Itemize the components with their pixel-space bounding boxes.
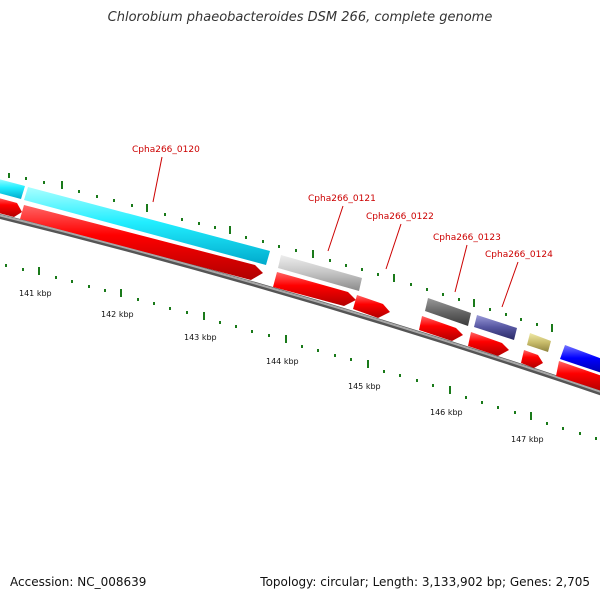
gene-label-cpha266-0121[interactable]: Cpha266_0121 [308, 194, 376, 204]
topology-label: Topology: [260, 575, 317, 589]
cds-arrow-track [0, 197, 600, 392]
cds-block[interactable] [474, 315, 517, 340]
forward-strand-track [0, 178, 600, 374]
scale-label: 147 kbp [511, 435, 544, 444]
scale-label: 145 kbp [348, 382, 381, 391]
cds-block[interactable] [278, 255, 362, 291]
cds-block[interactable] [24, 187, 270, 265]
lower-tick-ruler [5, 264, 597, 440]
scale-label: 146 kbp [430, 408, 463, 417]
gene-label-cpha266-0120[interactable]: Cpha266_0120 [132, 145, 200, 155]
gene-label-leaders [152, 156, 519, 308]
scale-label: 144 kbp [266, 357, 299, 366]
length-value: 3,133,902 bp [421, 575, 502, 589]
gene-label-cpha266-0123[interactable]: Cpha266_0123 [433, 233, 501, 243]
accession-label: Accession: [10, 575, 74, 589]
accession-value: NC_008639 [77, 575, 147, 589]
gene-labels: Cpha266_0120 Cpha266_0121 Cpha266_0122 C… [132, 145, 553, 260]
length-label: Length: [372, 575, 419, 589]
cds-arrow[interactable] [419, 316, 463, 341]
cds-block[interactable] [0, 178, 25, 199]
gene-label-cpha266-0122[interactable]: Cpha266_0122 [366, 212, 434, 222]
cds-block[interactable] [425, 298, 471, 326]
topology-value: circular [320, 575, 365, 589]
cds-arrow[interactable] [20, 205, 263, 280]
genes-value: 2,705 [555, 575, 590, 589]
cds-arrow[interactable] [0, 197, 22, 217]
map-title: Chlorobium phaeobacteroides DSM 266, com… [107, 10, 493, 25]
upper-tick-ruler [8, 173, 553, 332]
cds-arrow[interactable] [556, 361, 600, 392]
genome-summary: Topology: circular; Length: 3,133,902 bp… [260, 575, 590, 589]
cds-arrow[interactable] [273, 272, 356, 306]
scale-labels: 141 kbp 142 kbp 143 kbp 144 kbp 145 kbp … [19, 289, 544, 444]
cds-arrow[interactable] [468, 332, 509, 356]
scale-label: 142 kbp [101, 310, 134, 319]
cds-arrow[interactable] [353, 295, 390, 318]
scale-label: 143 kbp [184, 333, 217, 342]
cds-block[interactable] [560, 345, 600, 374]
scale-label: 141 kbp [19, 289, 52, 298]
cds-arrow[interactable] [521, 350, 543, 368]
gene-label-cpha266-0124[interactable]: Cpha266_0124 [485, 250, 553, 260]
accession-info: Accession: NC_008639 [10, 575, 146, 589]
genome-backbone [0, 213, 600, 396]
genes-label: Genes: [509, 575, 552, 589]
cds-block[interactable] [527, 333, 551, 352]
